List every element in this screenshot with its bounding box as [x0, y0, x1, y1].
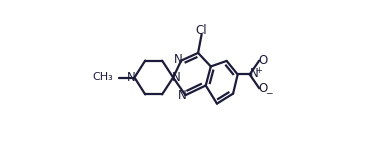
Text: N: N — [178, 89, 187, 102]
Text: N: N — [172, 71, 181, 84]
Text: +: + — [255, 66, 262, 75]
Text: Cl: Cl — [196, 24, 208, 37]
Text: O: O — [259, 82, 268, 95]
Text: N: N — [174, 53, 183, 66]
Text: −: − — [266, 88, 273, 97]
Text: CH₃: CH₃ — [92, 73, 113, 82]
Text: O: O — [259, 54, 268, 67]
Text: N: N — [127, 71, 135, 84]
Text: N: N — [249, 67, 258, 80]
